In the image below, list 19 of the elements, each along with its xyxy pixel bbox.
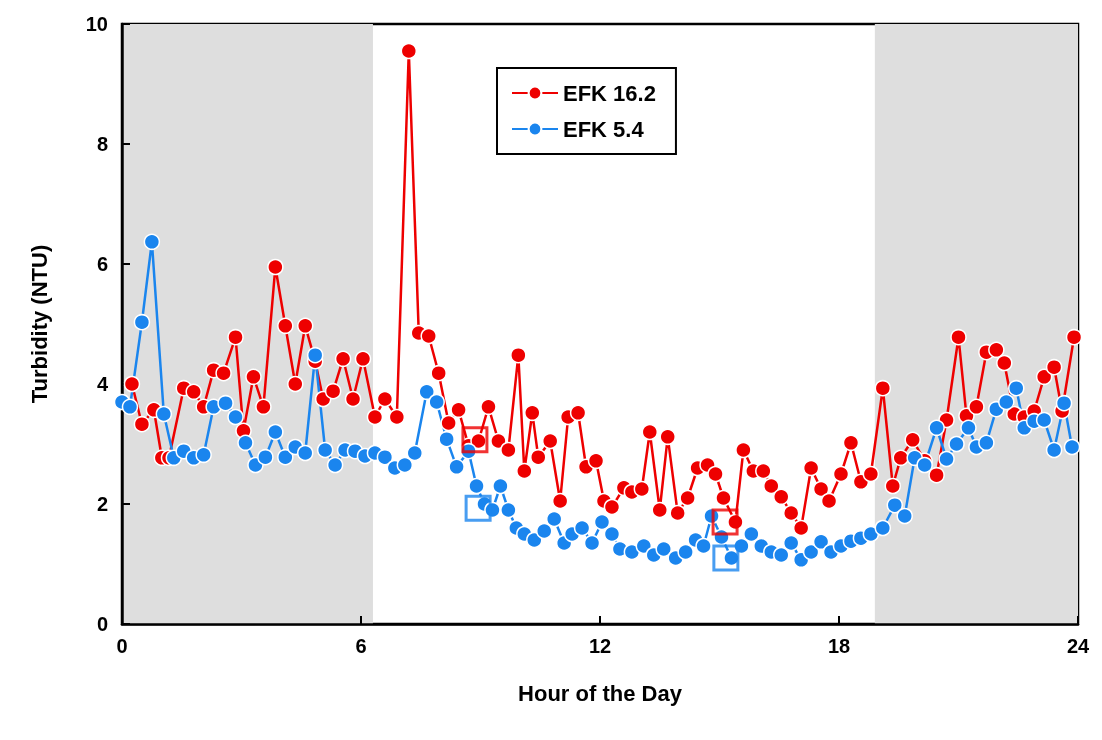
x-axis-title: Hour of the Day bbox=[518, 680, 683, 706]
point bbox=[711, 508, 739, 536]
point bbox=[461, 426, 489, 454]
y-tick-label: 8 bbox=[96, 133, 108, 155]
x-tick-label: 24 bbox=[1066, 635, 1090, 657]
y-tick-label: 2 bbox=[96, 493, 108, 515]
y-tick-label: 10 bbox=[85, 13, 108, 35]
legend-label: EFK 5.4 bbox=[563, 116, 645, 142]
x-tick-label: 12 bbox=[588, 635, 612, 657]
point bbox=[712, 544, 740, 572]
y-tick-label: 0 bbox=[96, 613, 108, 635]
legend-label: EFK 16.2 bbox=[563, 80, 656, 106]
point bbox=[464, 494, 492, 522]
y-tick-label: 6 bbox=[96, 253, 108, 275]
y-tick-label: 4 bbox=[96, 373, 109, 395]
x-tick-label: 0 bbox=[116, 635, 128, 657]
x-tick-label: 6 bbox=[355, 635, 367, 657]
x-tick-label: 18 bbox=[827, 635, 851, 657]
y-axis-title: Turbidity (NTU) bbox=[26, 244, 52, 404]
